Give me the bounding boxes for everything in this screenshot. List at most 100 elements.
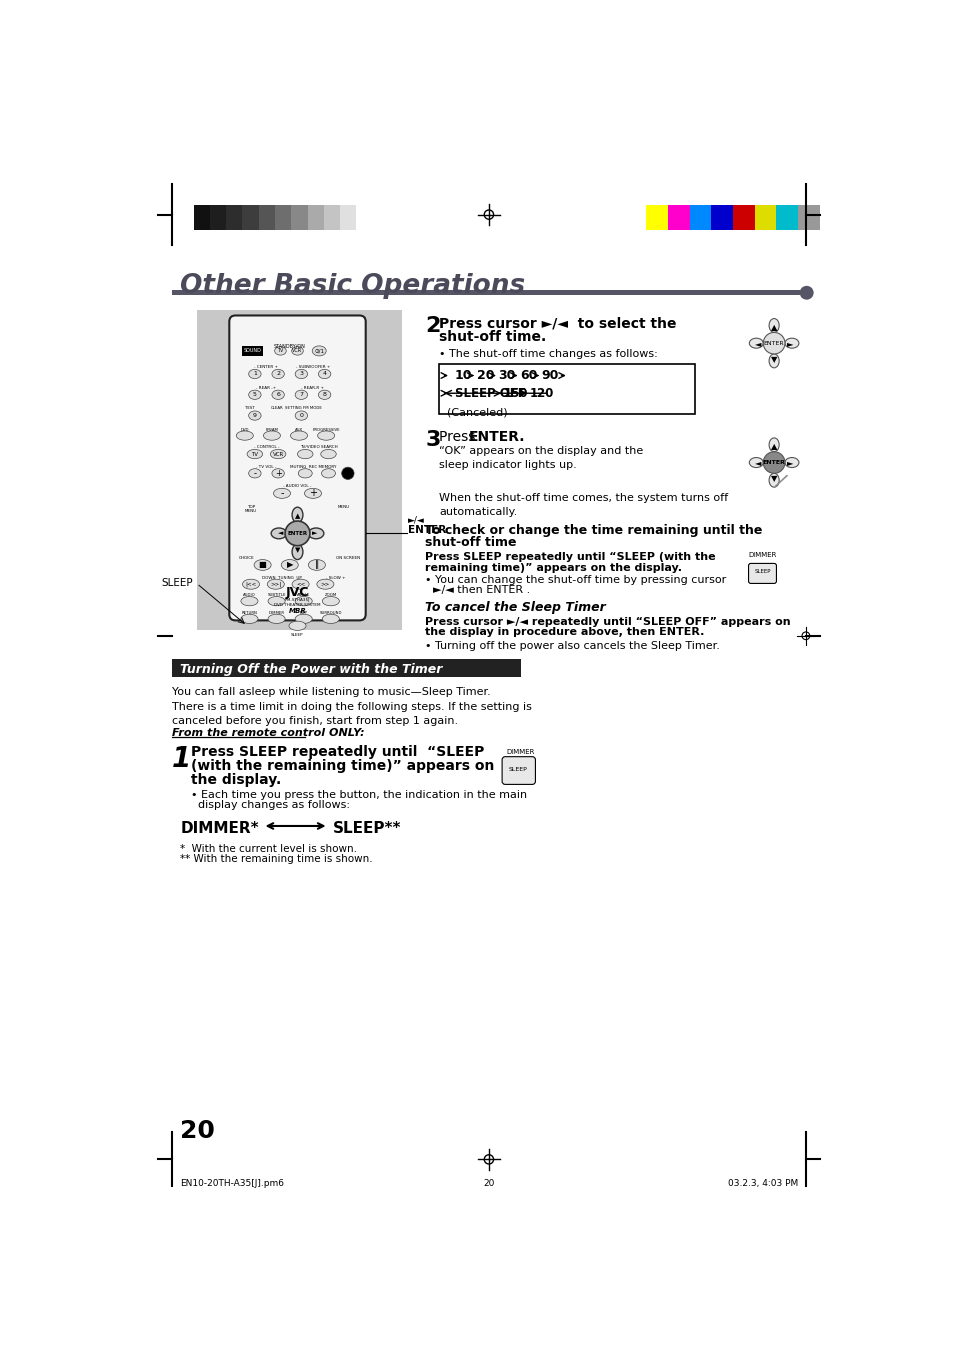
Circle shape: [762, 333, 784, 354]
Text: 2: 2: [425, 316, 440, 337]
Text: AUX: AUX: [294, 427, 303, 431]
Text: SLEEP: SLEEP: [754, 569, 770, 575]
Text: ►/◄ then ENTER .: ►/◄ then ENTER .: [433, 585, 530, 595]
Ellipse shape: [318, 369, 331, 379]
Ellipse shape: [241, 596, 257, 606]
Text: >>|: >>|: [270, 581, 281, 587]
Text: <<: <<: [295, 581, 305, 587]
Ellipse shape: [768, 319, 779, 333]
Ellipse shape: [268, 596, 285, 606]
Text: 8: 8: [322, 392, 326, 397]
Text: SLEEP: SLEEP: [291, 634, 303, 638]
Text: TV: TV: [277, 349, 283, 353]
Ellipse shape: [748, 338, 762, 349]
Text: Turning Off the Power with the Timer: Turning Off the Power with the Timer: [179, 662, 441, 676]
Bar: [711, 204, 732, 230]
Text: MUTING  REC MEMORY: MUTING REC MEMORY: [290, 465, 335, 469]
Text: +: +: [309, 488, 316, 499]
Ellipse shape: [272, 391, 284, 399]
Text: AUDIO: AUDIO: [243, 594, 255, 598]
Text: Press cursor ►/◄ repeatedly until “SLEEP OFF” appears on: Press cursor ►/◄ repeatedly until “SLEEP…: [425, 617, 790, 626]
Ellipse shape: [267, 579, 284, 589]
Text: - AUDIO VOL -: - AUDIO VOL -: [283, 484, 312, 488]
Text: 2: 2: [275, 372, 280, 376]
Text: RM-STHA35J
DVD THEATER SYSTEM: RM-STHA35J DVD THEATER SYSTEM: [274, 599, 320, 607]
Text: 4: 4: [322, 372, 326, 376]
Ellipse shape: [249, 411, 261, 420]
Text: the display in procedure above, then ENTER.: the display in procedure above, then ENT…: [425, 627, 704, 637]
Ellipse shape: [253, 560, 271, 571]
Text: 10: 10: [455, 369, 472, 383]
Text: 6: 6: [276, 392, 280, 397]
FancyBboxPatch shape: [229, 315, 365, 621]
Ellipse shape: [263, 431, 280, 441]
Text: TOP
MENU: TOP MENU: [245, 504, 256, 514]
Ellipse shape: [294, 411, 307, 420]
Text: DIMMER: DIMMER: [269, 611, 284, 615]
Ellipse shape: [297, 449, 313, 458]
Text: the display.: the display.: [191, 773, 280, 787]
Text: display changes as follows:: display changes as follows:: [198, 800, 350, 810]
Text: shut-off time: shut-off time: [425, 537, 517, 549]
Bar: [196, 310, 402, 630]
Text: CHOICE: CHOICE: [239, 557, 254, 561]
Bar: [258, 204, 274, 230]
Text: • Turning off the power also cancels the Sleep Timer.: • Turning off the power also cancels the…: [425, 641, 720, 652]
Circle shape: [762, 452, 784, 473]
Text: ENTER.: ENTER.: [468, 430, 525, 445]
Ellipse shape: [274, 346, 286, 356]
Text: SLEEP OFF: SLEEP OFF: [455, 387, 525, 400]
Text: - CONTROL -: - CONTROL -: [253, 445, 279, 449]
Text: ◄: ◄: [754, 458, 760, 466]
Ellipse shape: [784, 338, 798, 349]
Text: Press SLEEP repeatedly until “SLEEP (with the: Press SLEEP repeatedly until “SLEEP (wit…: [425, 552, 716, 562]
Text: ON SCREEN: ON SCREEN: [335, 557, 359, 561]
Text: shut-off time.: shut-off time.: [439, 330, 546, 345]
Text: To cancel the Sleep Timer: To cancel the Sleep Timer: [425, 602, 605, 614]
Text: ANGLE: ANGLE: [296, 594, 310, 598]
Text: DVD: DVD: [240, 427, 249, 431]
Text: SUBTITLE: SUBTITLE: [267, 594, 286, 598]
Text: ▼: ▼: [294, 548, 300, 553]
Text: 9: 9: [253, 414, 256, 418]
Ellipse shape: [274, 488, 291, 499]
Ellipse shape: [768, 354, 779, 368]
Ellipse shape: [320, 449, 335, 458]
Text: remaining time)” appears on the display.: remaining time)” appears on the display.: [425, 562, 681, 573]
Bar: [798, 204, 819, 230]
Text: Press cursor ►/◄  to select the: Press cursor ►/◄ to select the: [439, 316, 676, 330]
Text: 120: 120: [529, 387, 553, 400]
Ellipse shape: [249, 391, 261, 399]
Text: SURROUND: SURROUND: [319, 611, 342, 615]
Text: 3: 3: [425, 430, 440, 450]
Text: ▲: ▲: [770, 442, 777, 450]
Text: TV/VIDEO SEARCH: TV/VIDEO SEARCH: [300, 445, 337, 449]
Text: ▶: ▶: [286, 561, 293, 569]
Ellipse shape: [292, 346, 303, 356]
Ellipse shape: [289, 621, 306, 630]
Ellipse shape: [292, 544, 303, 560]
Text: DIMMER: DIMMER: [506, 749, 535, 754]
Circle shape: [341, 468, 354, 480]
Text: ►: ►: [786, 339, 793, 347]
Ellipse shape: [312, 346, 326, 356]
Bar: [172, 658, 520, 677]
Text: Other Basic Operations: Other Basic Operations: [179, 273, 524, 299]
Bar: [226, 204, 242, 230]
Text: ENTER: ENTER: [761, 460, 784, 465]
Circle shape: [285, 521, 310, 546]
Ellipse shape: [318, 391, 331, 399]
Bar: [689, 204, 711, 230]
Text: • Each time you press the button, the indication in the main: • Each time you press the button, the in…: [191, 790, 526, 800]
Text: 20: 20: [483, 1179, 494, 1187]
Text: ZOOM: ZOOM: [324, 594, 336, 598]
Text: 03.2.3, 4:03 PM: 03.2.3, 4:03 PM: [727, 1179, 798, 1187]
FancyBboxPatch shape: [748, 564, 776, 584]
Text: (Canceled): (Canceled): [447, 407, 507, 418]
Ellipse shape: [294, 596, 312, 606]
Text: DSP: DSP: [299, 611, 307, 615]
Ellipse shape: [317, 431, 335, 441]
Text: 1: 1: [172, 745, 191, 773]
Bar: [172, 291, 803, 296]
Text: SETTING FM MODE: SETTING FM MODE: [285, 407, 322, 410]
